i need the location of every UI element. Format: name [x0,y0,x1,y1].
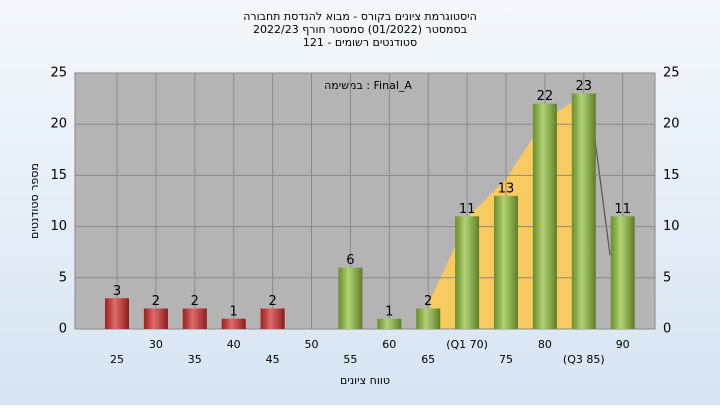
bar-shade [260,308,285,329]
x-tick-label: (Q1 70) [446,338,488,351]
y2-tick-label: 10 [663,219,680,234]
value-label: 11 [459,202,476,217]
y-tick-label: 25 [50,66,67,81]
bar-shade [455,216,480,329]
bar-shade [105,298,129,329]
x-tick-label: 25 [110,353,124,366]
y2-tick-label: 20 [663,117,680,132]
bar-shade [494,195,518,329]
y-tick-label: 20 [50,117,67,132]
title-line: היסטוגרמת ציונים בקורס - מבוא להנדסת תחב… [243,10,477,23]
y-tick-label: 10 [50,219,67,234]
x-tick-label: 75 [499,353,513,366]
title-line: בסמסטר (01/2022) סמסטר חורף 2022/23 [253,23,467,36]
value-label: 2 [152,294,160,309]
value-label: 22 [537,89,554,104]
y2-tick-label: 5 [663,270,671,285]
y-tick-label: 15 [50,168,67,183]
y-tick-label: 0 [59,322,67,337]
value-label: 3 [113,284,121,299]
y-tick-label: 5 [59,270,67,285]
value-label: 2 [191,294,199,309]
trend-line [594,139,611,256]
bar-shade [571,93,596,329]
y-axis-label: מספר סטודנטים [28,163,41,239]
bar-shade [182,308,207,329]
value-label: 23 [576,79,593,94]
x-tick-label: 55 [343,353,357,366]
y2-tick-label: 15 [663,168,680,183]
bar-shade [416,308,441,329]
x-axis-label: טווח ציונים [340,374,390,387]
bar-shade [221,318,246,329]
x-tick-label: 30 [149,338,163,351]
value-label: 2 [424,294,432,309]
x-tick-label: 60 [382,338,396,351]
value-label: 2 [268,294,276,309]
x-tick-label: (Q3 85) [563,353,605,366]
value-label: 13 [498,181,515,196]
x-tick-label: 35 [188,353,202,366]
x-tick-label: 90 [616,338,630,351]
bar-shade [338,267,363,329]
x-tick-label: 45 [266,353,280,366]
value-label: 1 [230,304,238,319]
value-label: 1 [385,304,393,319]
y2-tick-label: 25 [663,66,680,81]
title-line: סטודנטים רשומים - 121 [303,36,417,49]
bar-shade [532,103,557,329]
value-label: 6 [346,253,354,268]
x-tick-label: 80 [538,338,552,351]
bar-shade [143,308,168,329]
x-tick-label: 50 [305,338,319,351]
y2-tick-label: 0 [663,322,671,337]
x-tick-label: 40 [227,338,241,351]
annotation: במשימה : Final_A [324,79,412,92]
bar-shade [610,216,635,329]
value-label: 11 [614,202,631,217]
bar-shade [377,318,402,329]
x-tick-label: 65 [421,353,435,366]
